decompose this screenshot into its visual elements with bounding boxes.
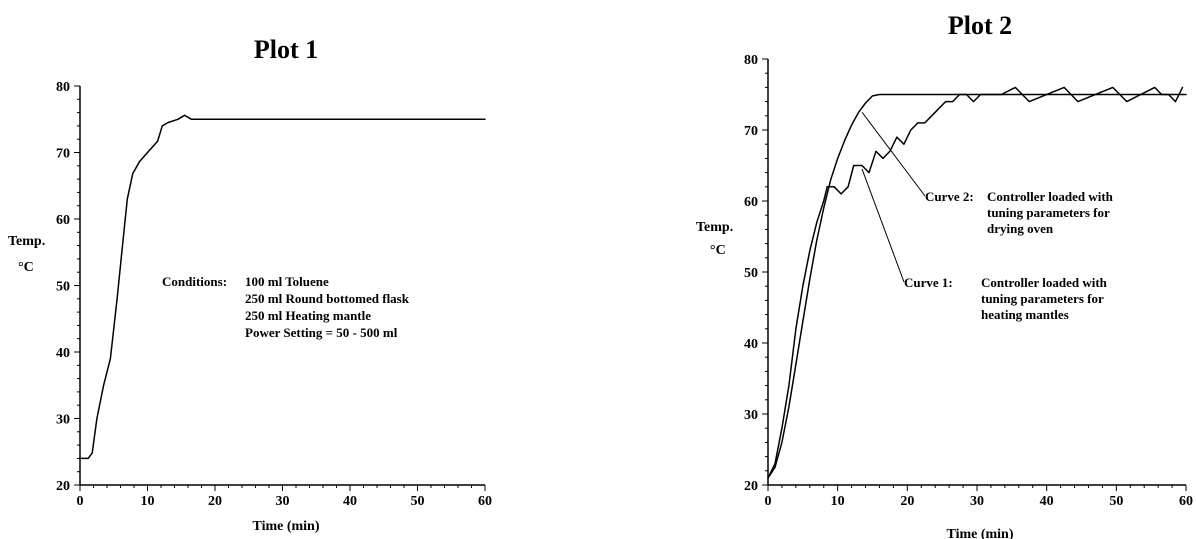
chart-title: Plot 2 [948, 11, 1012, 40]
series-line-curve-2 [767, 93, 1187, 479]
y-tick-label: 60 [744, 195, 758, 210]
x-tick-label: 60 [1179, 494, 1193, 509]
y-tick-label: 40 [744, 337, 758, 352]
x-tick-label: 60 [478, 494, 492, 509]
chart-title: Plot 1 [254, 35, 318, 64]
chart-1: Plot 1 20 30 40 50 60 70 80 0 10 20 30 40 50 60 Temp. °C… [8, 35, 492, 534]
annotation-leader-line [861, 168, 905, 283]
x-tick-label: 30 [276, 494, 290, 509]
y-tick-label: 30 [56, 413, 70, 428]
annotation-line: drying oven [987, 221, 1054, 236]
x-tick-label: 10 [141, 494, 155, 509]
y-tick-label: 60 [56, 213, 70, 228]
x-axis-label: Time (min) [252, 519, 319, 534]
annotation-label: Curve 1: [904, 275, 953, 290]
y-tick-label: 80 [56, 80, 70, 95]
x-tick-label: 50 [411, 494, 425, 509]
annotation-line: Controller loaded with [981, 275, 1108, 290]
y-axis-label: Temp. [8, 234, 45, 249]
x-tick-label: 40 [1040, 494, 1054, 509]
y-tick-label: 30 [744, 408, 758, 423]
x-tick-label: 50 [1109, 494, 1123, 509]
y-axis-unit: °C [710, 243, 726, 258]
x-tick-label: 0 [765, 494, 772, 509]
x-tick-label: 0 [77, 494, 84, 509]
x-tick-label: 20 [208, 494, 222, 509]
y-tick-label: 40 [56, 346, 70, 361]
x-tick-label: 10 [831, 494, 845, 509]
y-tick-label: 70 [56, 147, 70, 162]
series-line-curve-1 [767, 86, 1184, 479]
y-tick-label: 20 [744, 479, 758, 494]
y-tick-label: 20 [56, 479, 70, 494]
y-tick-label: 50 [744, 266, 758, 281]
y-tick-label: 80 [744, 53, 758, 68]
annotation-line: 250 ml Heating mantle [245, 308, 371, 323]
annotation-line: heating mantles [981, 307, 1069, 322]
annotation-line: tuning parameters for [981, 291, 1104, 306]
x-tick-label: 20 [900, 494, 914, 509]
x-tick-label: 40 [343, 494, 357, 509]
x-tick-label: 30 [970, 494, 984, 509]
series-line-1 [79, 114, 486, 460]
y-axis-unit: °C [18, 260, 34, 275]
y-tick-label: 70 [744, 124, 758, 139]
annotation-leader-line [861, 111, 926, 197]
annotation-line: tuning parameters for [987, 205, 1110, 220]
annotation-line: Power Setting = 50 - 500 ml [245, 325, 398, 340]
annotation-line: 100 ml Toluene [245, 274, 329, 289]
y-axis-label: Temp. [696, 220, 733, 235]
chart-2: Plot 2 20 30 40 50 60 70 80 0 10 20 30 40 50 60 Temp. °C… [696, 11, 1193, 539]
x-axis-label: Time (min) [946, 527, 1013, 539]
annotation-line: Controller loaded with [987, 189, 1114, 204]
annotation-label: Curve 2: [925, 189, 974, 204]
annotation-line: 250 ml Round bottomed flask [245, 291, 410, 306]
annotation-label: Conditions: [162, 274, 227, 289]
y-tick-label: 50 [56, 280, 70, 295]
